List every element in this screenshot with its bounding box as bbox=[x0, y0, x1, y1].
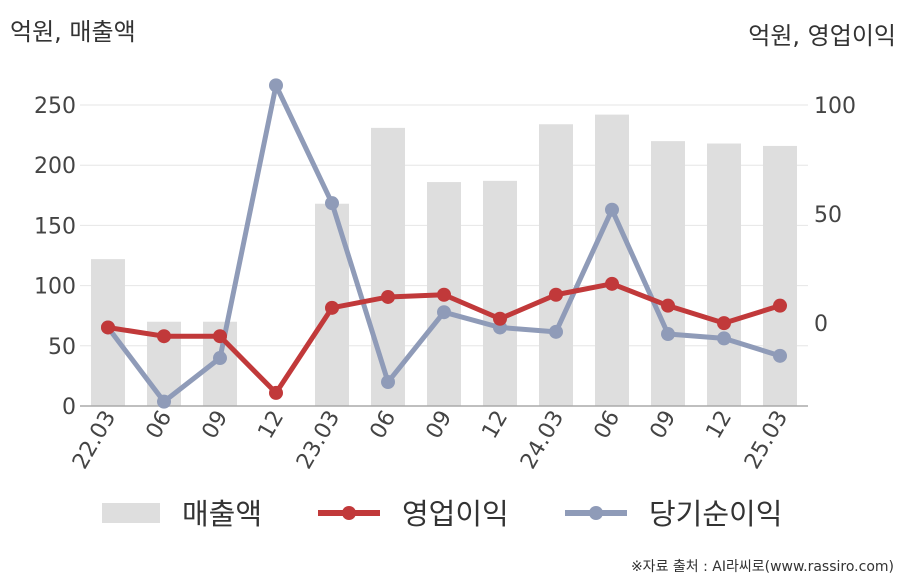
data-point bbox=[437, 287, 451, 302]
bar bbox=[595, 114, 629, 406]
right-axis-tick-label: 50 bbox=[814, 203, 842, 228]
legend-marker bbox=[342, 506, 356, 520]
right-axis-tick-label: 0 bbox=[814, 312, 828, 337]
x-axis-tick-label: 06 bbox=[366, 407, 402, 444]
data-point bbox=[325, 196, 339, 211]
data-point bbox=[605, 202, 619, 217]
data-point bbox=[381, 289, 395, 304]
left-axis-tick-label: 0 bbox=[62, 395, 76, 420]
data-point bbox=[493, 311, 507, 326]
data-point bbox=[213, 329, 227, 344]
bar bbox=[483, 180, 517, 406]
legend: 매출액 영업이익 당기순이익 bbox=[102, 497, 782, 531]
x-axis-tick-label: 09 bbox=[422, 407, 458, 444]
x-axis-tick-label: 25.03 bbox=[740, 407, 793, 474]
left-axis-unit-label: 억원, 매출액 bbox=[10, 18, 136, 46]
data-point bbox=[661, 298, 675, 313]
data-point bbox=[101, 320, 115, 335]
left-axis-tick-label: 250 bbox=[34, 94, 76, 119]
left-axis-tick-label: 150 bbox=[34, 214, 76, 239]
x-axis-tick-label: 23.03 bbox=[292, 407, 345, 474]
bar bbox=[651, 141, 685, 406]
x-axis-tick-label: 22.03 bbox=[68, 407, 121, 474]
data-point bbox=[549, 287, 563, 302]
data-point bbox=[157, 394, 171, 409]
data-point bbox=[325, 300, 339, 315]
legend-swatch bbox=[102, 503, 160, 523]
legend-marker bbox=[589, 506, 603, 520]
legend-label: 당기순이익 bbox=[649, 497, 782, 531]
data-point bbox=[773, 298, 787, 313]
bar bbox=[539, 124, 573, 406]
x-axis-tick-label: 24.03 bbox=[516, 407, 569, 474]
right-axis-tick-label: 100 bbox=[814, 94, 856, 119]
data-point bbox=[269, 385, 283, 400]
data-point bbox=[437, 305, 451, 320]
data-point bbox=[773, 348, 787, 363]
left-axis-tick-label: 200 bbox=[34, 154, 76, 179]
source-note: ※자료 출처 : AI라씨로(www.rassiro.com) bbox=[630, 559, 894, 575]
bar bbox=[371, 127, 405, 406]
data-point bbox=[549, 324, 563, 339]
data-point bbox=[605, 276, 619, 291]
data-point bbox=[157, 329, 171, 344]
legend-label: 영업이익 bbox=[402, 497, 509, 531]
data-point bbox=[213, 351, 227, 366]
legend-label: 매출액 bbox=[182, 497, 262, 531]
bar-series bbox=[91, 114, 797, 406]
x-axis-tick-label: 06 bbox=[142, 407, 178, 444]
left-axis-tick-label: 50 bbox=[48, 335, 76, 360]
data-point bbox=[269, 78, 283, 93]
x-axis-tick-label: 12 bbox=[478, 407, 514, 444]
data-point bbox=[717, 316, 731, 331]
right-axis-unit-label: 억원, 영업이익 bbox=[748, 22, 896, 50]
data-point bbox=[717, 331, 731, 346]
x-axis-tick-label: 06 bbox=[590, 407, 626, 444]
line-series bbox=[101, 78, 787, 409]
x-axis-tick-label: 09 bbox=[646, 407, 682, 444]
data-point bbox=[661, 327, 675, 342]
x-axis-tick-label: 12 bbox=[254, 407, 290, 444]
bar bbox=[707, 143, 741, 406]
left-axis-tick-label: 100 bbox=[34, 275, 76, 300]
x-axis-tick-label: 12 bbox=[702, 407, 738, 444]
bar bbox=[763, 145, 797, 406]
data-point bbox=[381, 375, 395, 390]
x-axis-tick-label: 09 bbox=[198, 407, 234, 444]
